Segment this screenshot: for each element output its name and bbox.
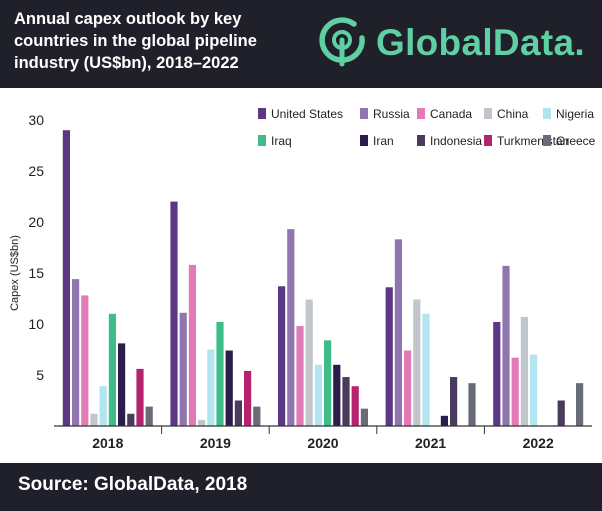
bar-china-2020 [305,299,313,426]
legend-swatch-russia [360,108,368,119]
logo-text: GlobalData. [376,22,585,63]
bar-russia-2022 [502,265,510,426]
bar-russia-2018 [72,279,80,426]
bar-canada-2020 [296,326,304,426]
x-tick-label: 2022 [523,435,554,451]
title-line-3: industry (US$bn), 2018–2022 [14,54,239,72]
globaldata-logo-icon [319,17,365,67]
bar-canada-2018 [81,295,89,426]
bar-indonesia-2021 [450,377,458,426]
legend-swatch-canada [417,108,425,119]
legend-label-canada: Canada [430,107,472,121]
bar-russia-2020 [287,229,295,426]
x-tick-label: 2019 [200,435,231,451]
x-tick-label: 2020 [307,435,338,451]
globaldata-logo: GlobalData. [318,14,596,70]
legend-swatch-turkmenistan [484,135,492,146]
legend-label-nigeria: Nigeria [556,107,594,121]
legend-label-russia: Russia [373,107,410,121]
bar-russia-2019 [179,312,187,426]
y-tick-label: 20 [28,214,44,230]
bar-turkmenistan-2020 [351,386,359,426]
bar-chart: Capex (US$bn) 5 10 15 20 25 30 2018 2019 2020 2021… [9,107,596,451]
bar-united-states-2020 [278,286,286,426]
bar-canada-2021 [404,350,412,426]
bar-greece-2019 [253,406,261,426]
bar-indonesia-2019 [234,400,242,426]
y-axis-label: Capex (US$bn) [9,235,21,311]
bar-greece-2018 [145,406,153,426]
legend-swatch-iran [360,135,368,146]
bar-united-states-2022 [493,321,501,426]
bar-indonesia-2022 [557,400,565,426]
bar-nigeria-2020 [314,364,322,426]
bar-united-states-2019 [170,201,178,426]
bar-iran-2020 [333,364,341,426]
bar-turkmenistan-2018 [136,368,144,426]
y-tick-label: 30 [28,112,44,128]
bar-iran-2019 [225,350,233,426]
y-tick-label: 15 [28,265,44,281]
legend-label-united-states: United States [271,107,343,121]
bar-nigeria-2022 [530,354,538,426]
bar-greece-2020 [360,408,368,426]
legend-label-iraq: Iraq [271,134,292,148]
bar-china-2021 [413,299,421,426]
legend-swatch-iraq [258,135,266,146]
source-text: Source: GlobalData, 2018 [18,474,248,495]
bar-iran-2018 [118,343,126,426]
x-tick-label: 2018 [92,435,123,451]
title-line-1: Annual capex outlook by key [14,10,242,28]
bar-china-2018 [90,413,98,426]
bar-russia-2021 [394,239,402,426]
bar-china-2019 [198,419,206,426]
bar-united-states-2021 [385,287,393,426]
chart-title: Annual capex outlook by key countries in… [14,8,314,74]
bar-iraq-2018 [108,313,116,426]
bar-nigeria-2018 [99,386,107,426]
legend-swatch-indonesia [417,135,425,146]
legend-swatch-greece [543,135,551,146]
bar-indonesia-2020 [342,377,350,426]
bar-greece-2022 [576,383,584,426]
bar-nigeria-2019 [207,349,215,426]
footer-banner: Source: GlobalData, 2018 [0,463,602,511]
legend-label-iran: Iran [373,134,394,148]
bar-united-states-2018 [62,130,70,426]
bar-canada-2022 [511,357,519,426]
y-tick-label: 25 [28,163,44,179]
legend-swatch-china [484,108,492,119]
bar-iraq-2020 [324,340,332,426]
bar-canada-2019 [188,264,196,426]
legend-swatch-nigeria [543,108,551,119]
legend-label-indonesia: Indonesia [430,134,482,148]
bar-china-2022 [520,316,528,426]
bar-indonesia-2018 [127,413,135,426]
bar-turkmenistan-2019 [244,370,252,426]
bar-iraq-2019 [216,321,224,426]
y-tick-label: 5 [36,367,44,383]
legend-label-turkmenistan: Turkmenistan [497,134,569,148]
legend-label-china: China [497,107,529,121]
bar-greece-2021 [468,383,476,426]
title-line-2: countries in the global pipeline [14,32,257,50]
header-banner: Annual capex outlook by key countries in… [0,0,602,88]
bar-iran-2021 [440,415,448,426]
x-tick-label: 2021 [415,435,446,451]
legend-label-greece: Greece [556,134,596,148]
y-tick-label: 10 [28,316,44,332]
legend-swatch-united-states [258,108,266,119]
bar-nigeria-2021 [422,313,430,426]
